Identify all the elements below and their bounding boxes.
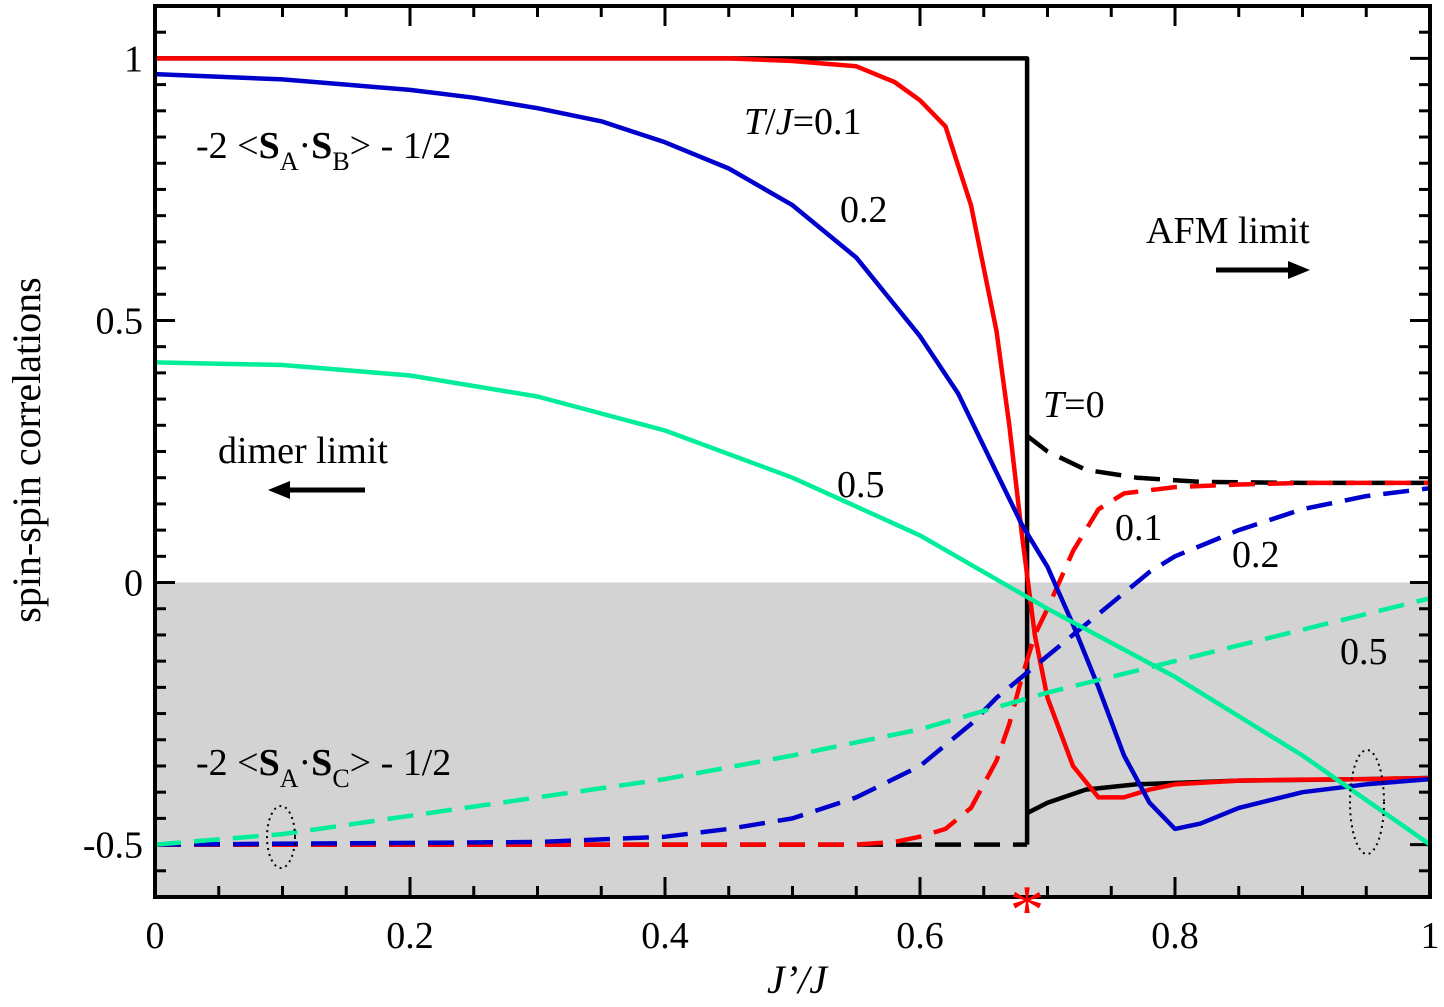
critical-point-star: * bbox=[1010, 872, 1045, 949]
label-05-lower: 0.5 bbox=[1340, 631, 1388, 673]
series-line-4 bbox=[155, 56, 1431, 800]
label-01-lower: 0.1 bbox=[1115, 507, 1163, 549]
series-line-6 bbox=[154, 71, 1431, 832]
series-layer bbox=[154, 56, 1432, 847]
y-tick-labels: -0.5 0 0.5 1 bbox=[83, 38, 143, 866]
y-axis-label: spin-spin correlations bbox=[4, 277, 49, 623]
negative-region-shading bbox=[155, 582, 1430, 897]
series-line-3 bbox=[1025, 434, 1430, 486]
label-05-upper: 0.5 bbox=[837, 464, 885, 506]
sab-correlation-label: -2 <SA·SB> - 1/2 bbox=[196, 125, 451, 176]
t-zero-label: T=0 bbox=[1043, 384, 1105, 426]
label-02-upper: 0.2 bbox=[840, 189, 888, 231]
plot-frame bbox=[153, 4, 1432, 899]
dimer-arrow-icon bbox=[268, 481, 365, 499]
dimer-limit-label: dimer limit bbox=[218, 430, 388, 472]
x-axis-label: J’/J bbox=[767, 957, 829, 1002]
label-02-lower: 0.2 bbox=[1232, 534, 1280, 576]
x-tick-label: 0.2 bbox=[386, 915, 434, 957]
afm-arrow-icon bbox=[1216, 261, 1310, 279]
series-line-9 bbox=[154, 596, 1431, 847]
x-tick-label: 0 bbox=[146, 915, 165, 957]
x-tick-label: 1 bbox=[1421, 915, 1440, 957]
y-tick-label: 0 bbox=[124, 563, 143, 605]
series-line-5 bbox=[155, 480, 1430, 847]
x-tick-label: 0.8 bbox=[1151, 915, 1199, 957]
dotted-ellipse-left bbox=[266, 805, 296, 869]
series-line-7 bbox=[154, 485, 1431, 847]
x-tick-label: 0.6 bbox=[896, 915, 944, 957]
y-tick-label: 1 bbox=[124, 38, 143, 80]
y-tick-label: 0.5 bbox=[96, 300, 144, 342]
sac-correlation-label: -2 <SA·SC> - 1/2 bbox=[196, 742, 451, 793]
x-tick-label: 0.4 bbox=[641, 915, 689, 957]
series-line-8 bbox=[154, 360, 1432, 847]
y-tick-label: -0.5 bbox=[83, 825, 143, 867]
tj-01-label: T/J=0.1 bbox=[744, 101, 862, 143]
x-tick-labels: 0 0.2 0.4 0.6 0.8 1 bbox=[146, 915, 1440, 957]
afm-limit-label: AFM limit bbox=[1146, 210, 1310, 252]
dotted-ellipse-right bbox=[1349, 749, 1385, 855]
